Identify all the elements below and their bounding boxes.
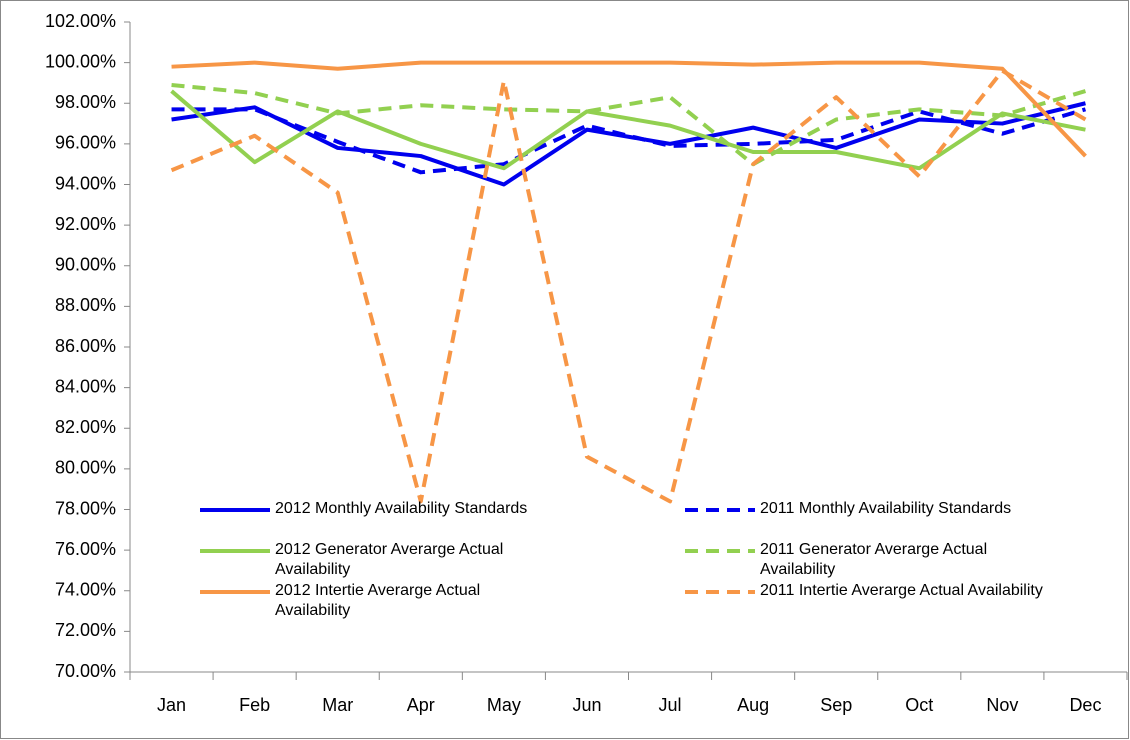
legend-label: 2012 Intertie Averarge Actual Availabili… [275, 582, 481, 619]
x-tick-label: Apr [407, 695, 435, 715]
x-tick-label: Feb [239, 695, 270, 715]
series-line [171, 107, 1087, 175]
series-line [171, 101, 1086, 187]
y-tick-label: 96.00% [55, 133, 116, 153]
y-tick-label: 76.00% [55, 539, 116, 559]
series-line [170, 68, 1087, 504]
x-tick-label: Jan [157, 695, 186, 715]
legend-label: 2012 Monthly Availability Standards [275, 500, 528, 517]
legend-label: 2011 Monthly Availability Standards [760, 500, 1012, 517]
legend-label: 2011 Intertie Averarge Actual Availabili… [760, 582, 1043, 599]
y-tick-label: 72.00% [55, 620, 116, 640]
y-tick-label: 78.00% [55, 498, 116, 518]
x-tick-label: Jun [572, 695, 601, 715]
legend-label: 2012 Generator Averarge Actual Availabil… [275, 541, 504, 578]
y-tick-label: 90.00% [55, 255, 116, 275]
y-tick-label: 98.00% [55, 92, 116, 112]
series-line [170, 89, 1086, 171]
x-tick-label: Mar [322, 695, 353, 715]
y-tick-label: 84.00% [55, 376, 116, 396]
y-tick-label: 92.00% [55, 214, 116, 234]
series-line [171, 60, 1087, 158]
x-tick-label: Oct [905, 695, 933, 715]
x-tick-label: Dec [1069, 695, 1101, 715]
x-tick-label: Aug [737, 695, 769, 715]
y-tick-label: 94.00% [55, 173, 116, 193]
y-tick-label: 74.00% [55, 580, 116, 600]
x-tick-label: Sep [820, 695, 852, 715]
x-tick-label: May [487, 695, 521, 715]
y-tick-label: 70.00% [55, 661, 116, 681]
x-tick-label: Jul [659, 695, 682, 715]
y-tick-label: 100.00% [45, 51, 116, 71]
y-tick-label: 80.00% [55, 458, 116, 478]
x-tick-label: Nov [986, 695, 1018, 715]
y-tick-label: 82.00% [55, 417, 116, 437]
series-line [171, 82, 1087, 167]
legend-label: 2011 Generator Averarge Actual Availabil… [760, 541, 988, 578]
y-tick-label: 86.00% [55, 336, 116, 356]
y-tick-label: 88.00% [55, 295, 116, 315]
y-tick-label: 102.00% [45, 11, 116, 31]
